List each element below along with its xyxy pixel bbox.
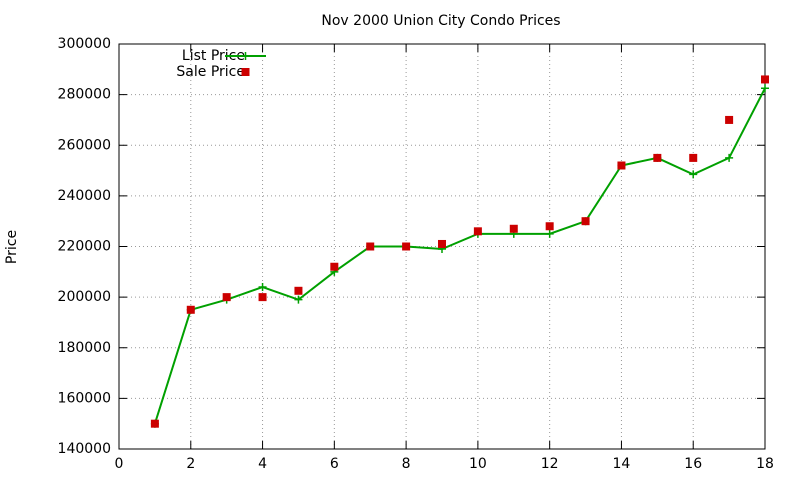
square-marker xyxy=(186,305,195,314)
y-tick-label: 280000 xyxy=(58,87,111,103)
plus-marker xyxy=(725,153,734,162)
x-tick-label: 12 xyxy=(541,456,559,472)
x-tick-label: 8 xyxy=(402,456,411,472)
y-tick-label: 180000 xyxy=(58,340,111,356)
square-marker xyxy=(438,239,446,248)
chart-title: Nov 2000 Union City Condo Prices xyxy=(321,13,560,29)
square-marker xyxy=(473,227,482,236)
legend-label: List Price xyxy=(182,48,245,64)
y-tick-label: 200000 xyxy=(58,289,111,305)
square-marker xyxy=(689,153,698,162)
square-marker xyxy=(761,75,769,84)
y-tick-label: 220000 xyxy=(58,239,111,255)
y-tick-label: 160000 xyxy=(58,390,111,406)
square-marker xyxy=(150,419,159,428)
square-marker xyxy=(653,153,662,162)
y-tick-label: 240000 xyxy=(58,188,111,204)
x-tick-label: 18 xyxy=(756,456,774,472)
square-marker xyxy=(222,293,231,302)
x-tick-label: 4 xyxy=(258,456,267,472)
plus-marker xyxy=(545,229,554,238)
x-tick-label: 16 xyxy=(684,456,702,472)
square-marker xyxy=(366,242,375,251)
y-tick-label: 140000 xyxy=(58,441,111,457)
square-marker xyxy=(258,293,267,302)
x-tick-label: 10 xyxy=(469,456,487,472)
x-tick-label: 14 xyxy=(613,456,631,472)
plot-border xyxy=(118,43,766,450)
square-marker xyxy=(330,262,339,271)
x-tick-label: 0 xyxy=(115,456,124,472)
square-marker xyxy=(402,242,411,251)
plus-marker xyxy=(241,52,250,60)
plus-marker xyxy=(294,295,303,304)
plus-marker xyxy=(689,170,698,179)
y-tick-label: 260000 xyxy=(58,137,111,153)
square-marker xyxy=(294,286,303,295)
x-tick-label: 6 xyxy=(330,456,339,472)
series-line xyxy=(153,87,766,424)
square-marker xyxy=(509,224,518,233)
legend-label: Sale Price xyxy=(176,64,245,80)
y-axis-label: Price xyxy=(4,230,20,264)
plus-marker xyxy=(258,283,267,291)
square-marker xyxy=(581,217,590,226)
square-marker xyxy=(241,68,250,76)
plus-marker xyxy=(761,84,769,93)
y-tick-label: 300000 xyxy=(58,36,111,52)
x-tick-label: 2 xyxy=(186,456,195,472)
square-marker xyxy=(725,115,734,124)
square-marker xyxy=(617,161,626,170)
square-marker xyxy=(545,222,554,231)
